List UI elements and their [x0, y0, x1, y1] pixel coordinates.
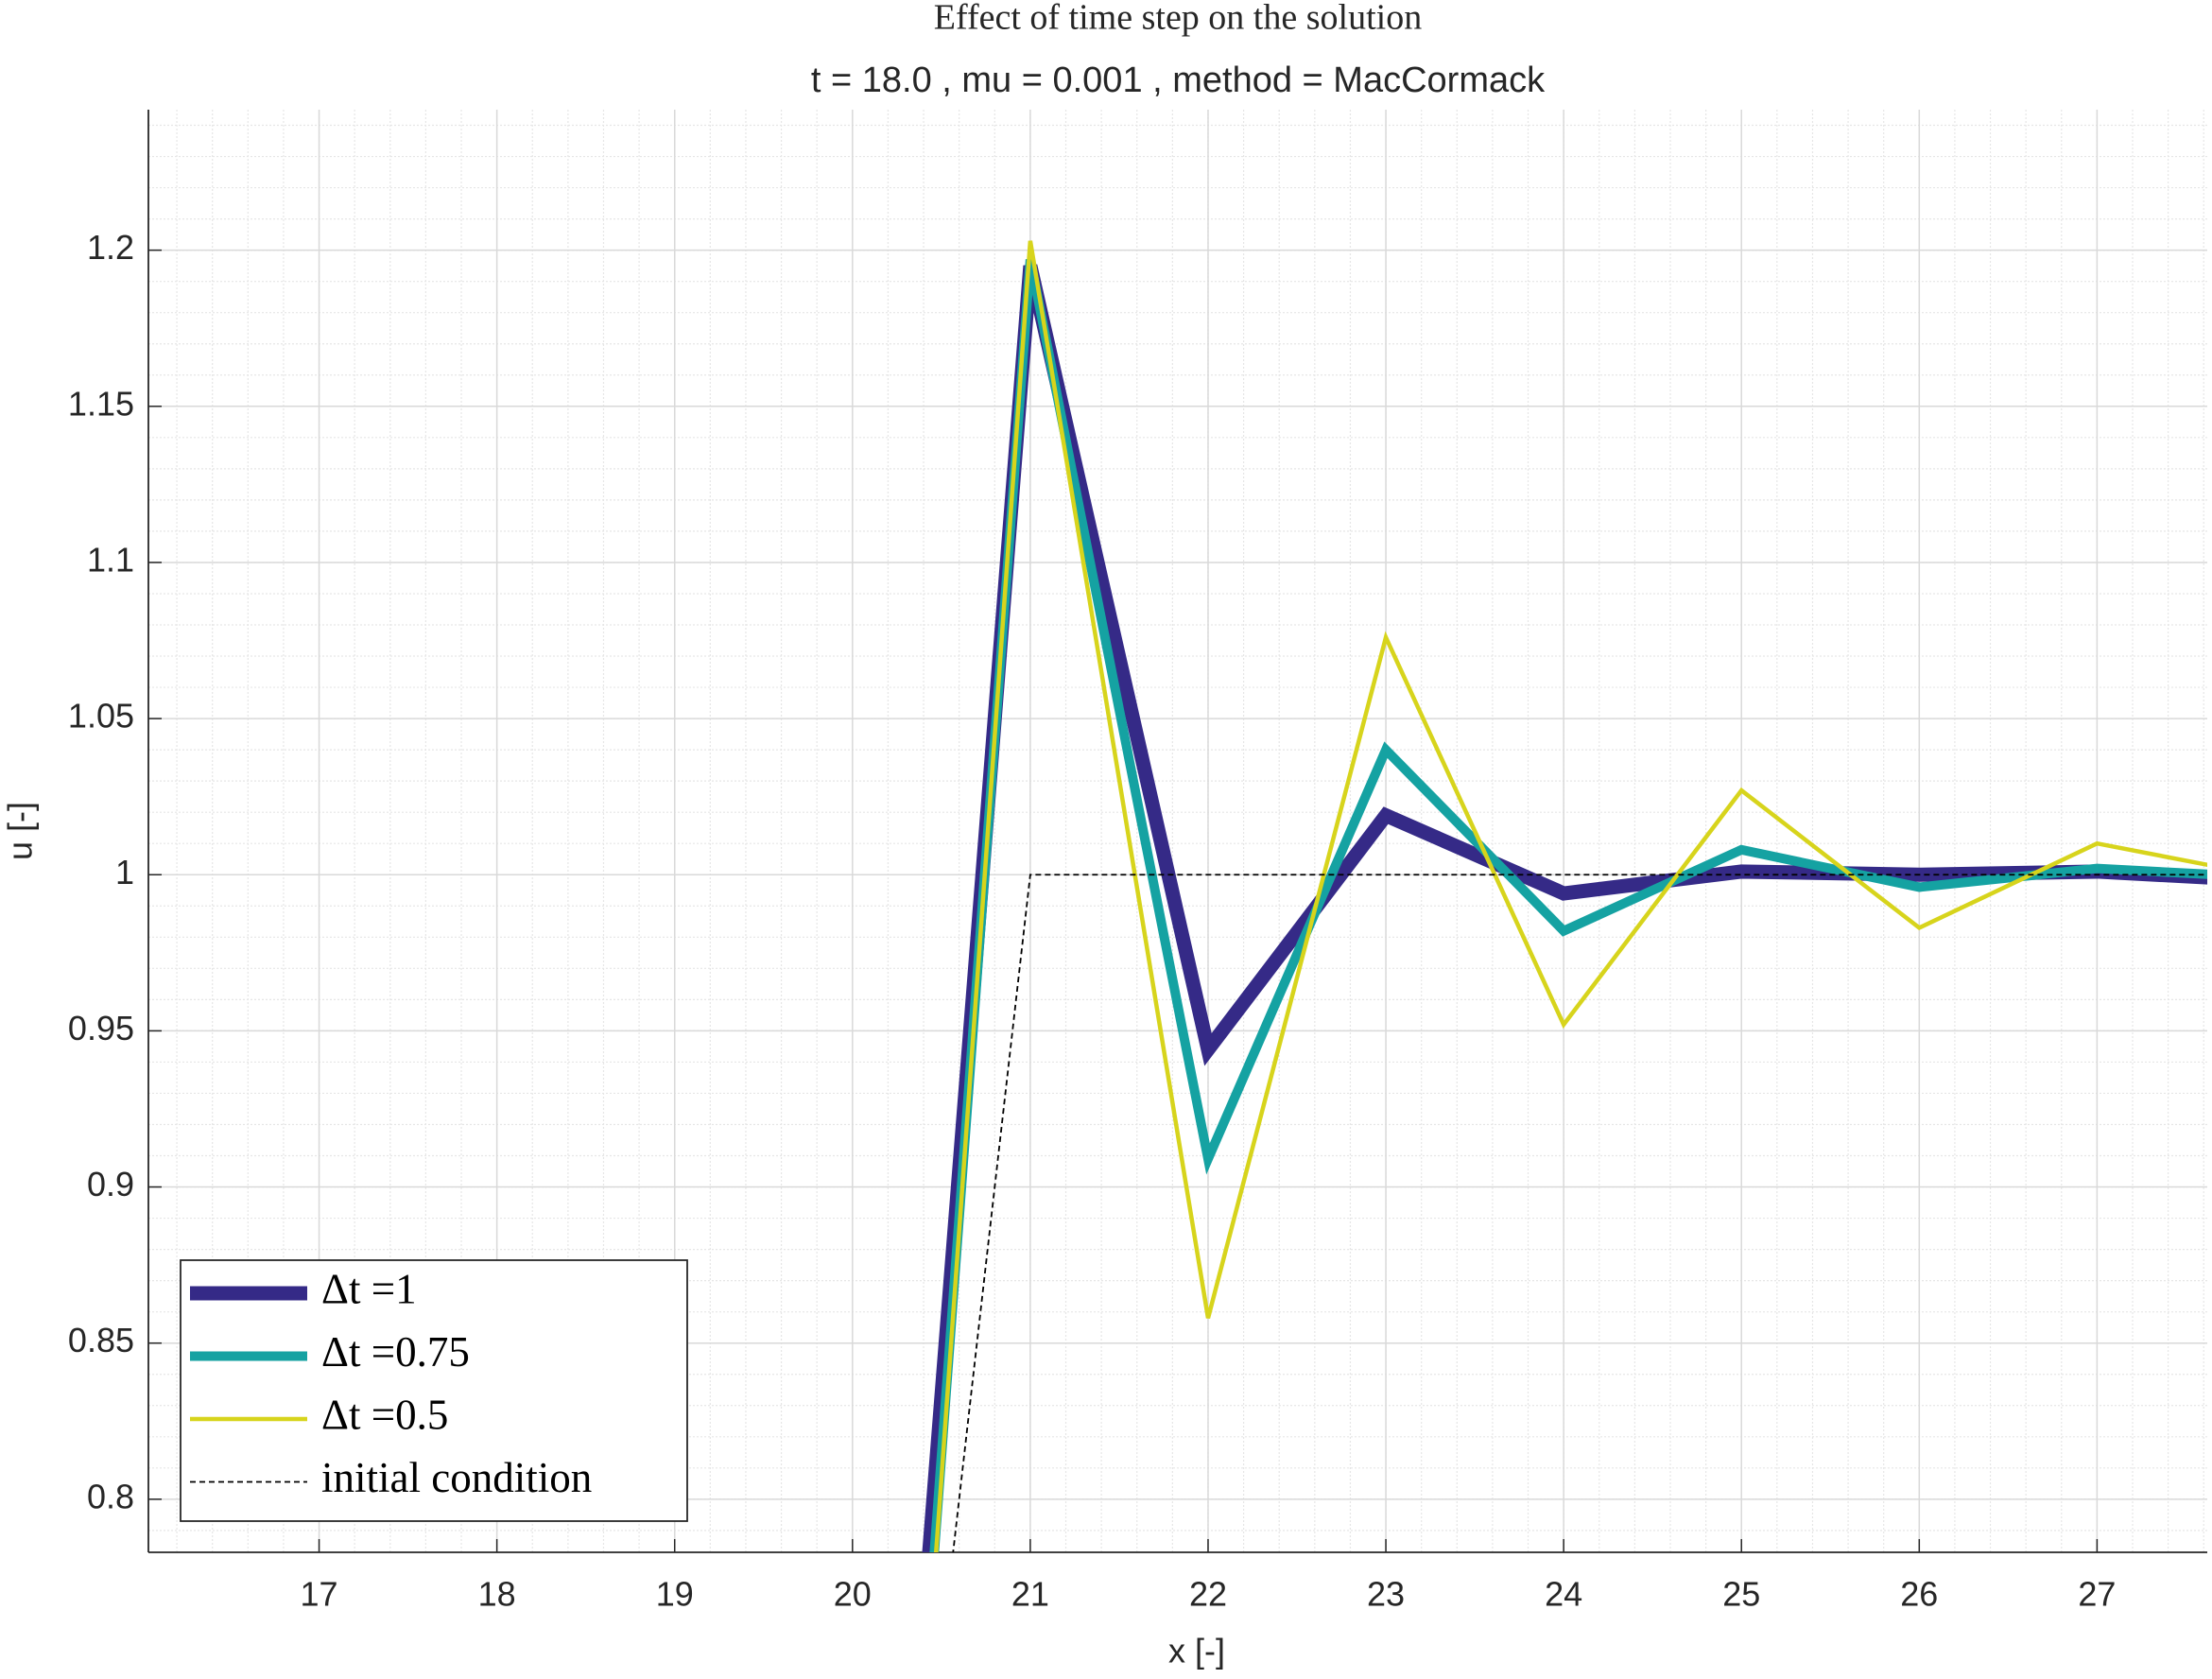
- y-tick-label: 0.8: [87, 1477, 134, 1515]
- plot-area: [922, 240, 2207, 1552]
- x-tick-label: 17: [301, 1575, 338, 1614]
- legend-box: [180, 1259, 688, 1522]
- y-tick-label: 1: [115, 853, 134, 891]
- legend-label: Δt =0.5: [321, 1391, 448, 1438]
- y-axis-label: u [-]: [1, 802, 40, 860]
- y-tick-label: 1.1: [87, 540, 134, 579]
- y-tick-label: 1.05: [68, 697, 134, 736]
- y-tick-label: 1.2: [87, 228, 134, 267]
- series-line: [929, 258, 2207, 1552]
- x-tick-label: 27: [2078, 1575, 2116, 1614]
- series-line: [934, 240, 2207, 1552]
- x-tick-label: 20: [834, 1575, 872, 1614]
- legend-label: Δt =1: [321, 1265, 417, 1312]
- legend-label: initial condition: [321, 1454, 592, 1501]
- y-tick-label: 0.9: [87, 1165, 134, 1203]
- x-tick-label: 26: [1900, 1575, 1938, 1614]
- x-tick-label: 18: [478, 1575, 516, 1614]
- x-tick-label: 25: [1722, 1575, 1760, 1614]
- legend-label: Δt =0.75: [321, 1328, 470, 1376]
- x-tick-label: 19: [656, 1575, 694, 1614]
- x-tick-label: 21: [1011, 1575, 1049, 1614]
- y-tick-label: 1.15: [68, 384, 134, 423]
- x-tick-label: 22: [1189, 1575, 1227, 1614]
- y-tick-label: 0.95: [68, 1009, 134, 1047]
- series-line: [952, 874, 2207, 1552]
- chart-subtitle: t = 18.0 , mu = 0.001 , method = MacCorm…: [811, 61, 1546, 100]
- y-tick-label: 0.85: [68, 1321, 134, 1359]
- chart-title: Effect of time step on the solution: [934, 0, 1422, 38]
- x-axis-label: x [-]: [1168, 1632, 1225, 1670]
- x-tick-label: 23: [1367, 1575, 1405, 1614]
- x-tick-label: 24: [1545, 1575, 1582, 1614]
